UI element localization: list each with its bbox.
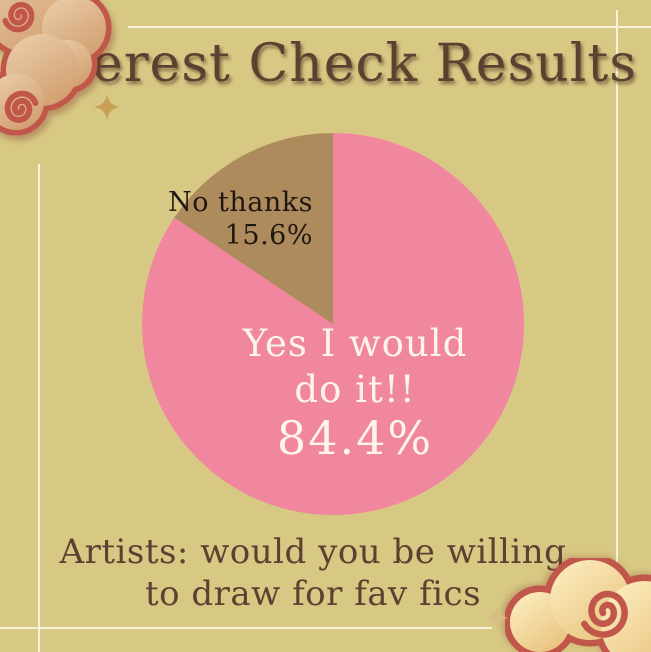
slice-no-percent: 15.6% xyxy=(224,220,313,251)
frame-line-top xyxy=(128,26,651,28)
slice-yes-percent: 84.4% xyxy=(276,411,434,465)
page-title: Interest Check Results xyxy=(14,34,637,94)
caption: Artists: would you be willing to draw fo… xyxy=(13,531,613,615)
slice-label-yes: Yes I would do it!! 84.4% xyxy=(205,320,505,464)
frame-line-bottom xyxy=(0,627,492,629)
sparkle-icon xyxy=(94,94,120,120)
caption-line-1: Artists: would you be willing xyxy=(59,532,567,572)
slice-yes-name-line1: Yes I would xyxy=(242,322,468,365)
frame-line-left xyxy=(38,164,40,652)
caption-line-2: to draw for fav fics xyxy=(144,574,482,614)
slice-yes-name-line2: do it!! xyxy=(294,368,416,411)
pie-chart xyxy=(142,133,524,515)
slice-no-name: No thanks xyxy=(168,187,313,218)
slice-label-no: No thanks 15.6% xyxy=(120,186,313,252)
frame-line-right xyxy=(616,10,618,600)
